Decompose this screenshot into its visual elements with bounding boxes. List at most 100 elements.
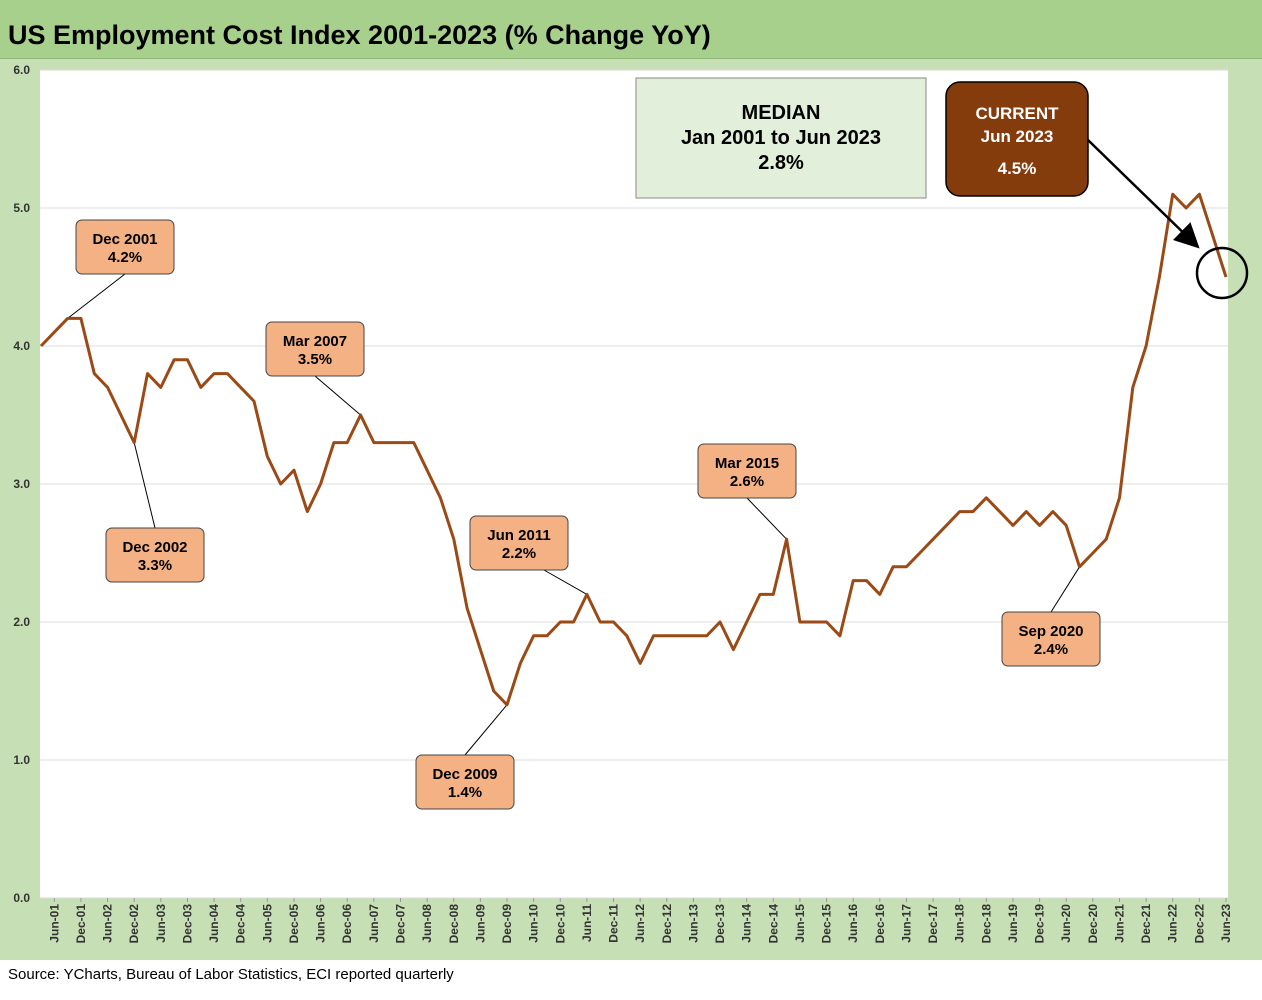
x-tick-label: Jun-05 <box>260 904 274 943</box>
x-tick-label: Jun-03 <box>154 904 168 943</box>
callout-value: 1.4% <box>448 784 482 801</box>
x-tick-label: Jun-23 <box>1219 904 1233 943</box>
x-tick-label: Dec-06 <box>340 904 354 944</box>
x-tick-label: Jun-04 <box>207 904 221 943</box>
median-range: Jan 2001 to Jun 2023 <box>681 127 881 149</box>
current-box: CURRENT Jun 2023 4.5% <box>945 81 1089 197</box>
callout-box <box>105 527 205 583</box>
x-tick-label: Jun-15 <box>793 904 807 943</box>
callout-box <box>75 219 175 275</box>
x-tick-label: Dec-03 <box>180 904 194 944</box>
title-bar: US Employment Cost Index 2001-2023 (% Ch… <box>0 0 1262 59</box>
callout-box <box>697 443 797 499</box>
current-arrow <box>1087 139 1200 249</box>
x-tick-label: Jun-13 <box>686 904 700 943</box>
x-tick-label: Jun-10 <box>527 904 541 943</box>
x-tick-label: Jun-08 <box>420 904 434 943</box>
y-tick-label: 0.0 <box>13 891 30 905</box>
x-tick-label: Dec-09 <box>500 904 514 944</box>
x-tick-label: Dec-22 <box>1192 904 1206 944</box>
annotation-connectors <box>67 273 1080 756</box>
annotation-connector <box>67 273 126 319</box>
callout-date: Dec 2001 <box>92 231 157 248</box>
current-highlight-circle <box>1195 246 1249 300</box>
y-tick-label: 1.0 <box>13 753 30 767</box>
median-label: MEDIAN <box>742 102 821 124</box>
gridlines <box>40 69 1228 899</box>
x-tick-label: Jun-22 <box>1166 904 1180 943</box>
x-tick-label: Jun-18 <box>953 904 967 943</box>
callout-box <box>1001 611 1101 667</box>
annotation-connector <box>464 704 508 756</box>
x-tick-label: Dec-05 <box>287 904 301 944</box>
y-tick-label: 3.0 <box>13 477 30 491</box>
annotation-connector <box>133 442 156 529</box>
x-tick-label: Jun-06 <box>314 904 328 943</box>
x-tick-label: Jun-01 <box>47 904 61 943</box>
chart-svg: 0.0 1.0 2.0 3.0 4.0 5.0 6.0 Jun-01 Dec-01 Jun-02… <box>13 63 1249 943</box>
x-tick-label: Dec-12 <box>660 904 674 944</box>
callout-value: 2.4% <box>1034 641 1068 658</box>
x-tick-label: Dec-18 <box>979 904 993 944</box>
current-date: Jun 2023 <box>981 127 1054 146</box>
callout-date: Sep 2020 <box>1018 623 1083 640</box>
x-tick-label: Jun-07 <box>367 904 381 943</box>
chart-title: US Employment Cost Index 2001-2023 (% Ch… <box>8 20 711 50</box>
x-tick-label: Jun-17 <box>899 904 913 943</box>
x-tick-label: Dec-19 <box>1033 904 1047 944</box>
x-tick-label: Jun-21 <box>1112 904 1126 943</box>
x-tick-label: Jun-19 <box>1006 904 1020 943</box>
callout-value: 3.5% <box>298 351 332 368</box>
x-tick-label: Dec-01 <box>74 904 88 944</box>
annotation-connector <box>1050 566 1080 613</box>
callout-date: Dec 2002 <box>122 539 187 556</box>
x-tick-label: Dec-17 <box>926 904 940 944</box>
x-axis: Jun-01 Dec-01 Jun-02 Dec-02 Jun-03 Dec-03 Jun-… <box>47 898 1233 943</box>
x-tick-label: Dec-08 <box>447 904 461 944</box>
y-tick-label: 5.0 <box>13 201 30 215</box>
callout-box <box>265 321 365 377</box>
current-value: 4.5% <box>998 159 1037 178</box>
callout-value: 2.2% <box>502 545 536 562</box>
x-tick-label: Dec-10 <box>553 904 567 944</box>
y-tick-label: 2.0 <box>13 615 30 629</box>
callout-box <box>469 515 569 571</box>
x-tick-label: Jun-16 <box>846 904 860 943</box>
callout-date: Jun 2011 <box>487 527 550 544</box>
x-tick-label: Jun-14 <box>740 904 754 943</box>
x-tick-label: Dec-15 <box>820 904 834 944</box>
y-tick-label: 4.0 <box>13 339 30 353</box>
median-box: MEDIAN Jan 2001 to Jun 2023 2.8% <box>635 77 927 199</box>
x-tick-label: Jun-02 <box>101 904 115 943</box>
x-tick-label: Jun-20 <box>1059 904 1073 943</box>
y-tick-label: 6.0 <box>13 63 30 77</box>
callout-box <box>415 754 515 810</box>
callout-date: Dec 2009 <box>432 766 497 783</box>
source-note: Source: YCharts, Bureau of Labor Statist… <box>8 966 454 983</box>
x-tick-label: Jun-11 <box>580 904 594 942</box>
x-tick-label: Dec-04 <box>234 904 248 944</box>
annotation-connector <box>314 375 361 416</box>
x-tick-label: Dec-07 <box>393 904 407 944</box>
x-tick-label: Dec-20 <box>1086 904 1100 944</box>
y-axis: 0.0 1.0 2.0 3.0 4.0 5.0 6.0 <box>13 63 30 905</box>
callout-date: Mar 2015 <box>715 455 779 472</box>
x-tick-label: Dec-16 <box>873 904 887 944</box>
callout-value: 4.2% <box>108 249 142 266</box>
median-value: 2.8% <box>758 152 804 174</box>
series-line <box>39 192 1228 707</box>
x-tick-label: Dec-13 <box>713 904 727 944</box>
callout-value: 2.6% <box>730 473 764 490</box>
x-tick-label: Jun-09 <box>473 904 487 943</box>
x-tick-label: Dec-02 <box>127 904 141 944</box>
x-tick-label: Dec-21 <box>1139 904 1153 944</box>
callout-value: 3.3% <box>138 557 172 574</box>
